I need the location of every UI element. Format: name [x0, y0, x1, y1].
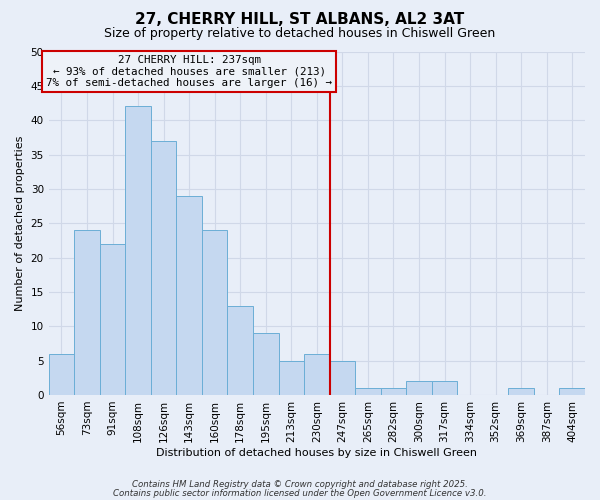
- Bar: [151, 141, 176, 395]
- Bar: [406, 381, 432, 395]
- Bar: [508, 388, 534, 395]
- Bar: [355, 388, 380, 395]
- Bar: [253, 333, 278, 395]
- Bar: [100, 244, 125, 395]
- Bar: [380, 388, 406, 395]
- Bar: [176, 196, 202, 395]
- Bar: [202, 230, 227, 395]
- Bar: [304, 354, 329, 395]
- Text: Contains public sector information licensed under the Open Government Licence v3: Contains public sector information licen…: [113, 488, 487, 498]
- Text: Contains HM Land Registry data © Crown copyright and database right 2025.: Contains HM Land Registry data © Crown c…: [132, 480, 468, 489]
- Bar: [125, 106, 151, 395]
- Bar: [329, 360, 355, 395]
- Bar: [74, 230, 100, 395]
- Bar: [227, 306, 253, 395]
- Bar: [278, 360, 304, 395]
- Text: 27 CHERRY HILL: 237sqm
← 93% of detached houses are smaller (213)
7% of semi-det: 27 CHERRY HILL: 237sqm ← 93% of detached…: [46, 55, 332, 88]
- Text: 27, CHERRY HILL, ST ALBANS, AL2 3AT: 27, CHERRY HILL, ST ALBANS, AL2 3AT: [136, 12, 464, 28]
- Bar: [432, 381, 457, 395]
- X-axis label: Distribution of detached houses by size in Chiswell Green: Distribution of detached houses by size …: [157, 448, 478, 458]
- Bar: [559, 388, 585, 395]
- Bar: [49, 354, 74, 395]
- Y-axis label: Number of detached properties: Number of detached properties: [15, 136, 25, 311]
- Text: Size of property relative to detached houses in Chiswell Green: Size of property relative to detached ho…: [104, 28, 496, 40]
